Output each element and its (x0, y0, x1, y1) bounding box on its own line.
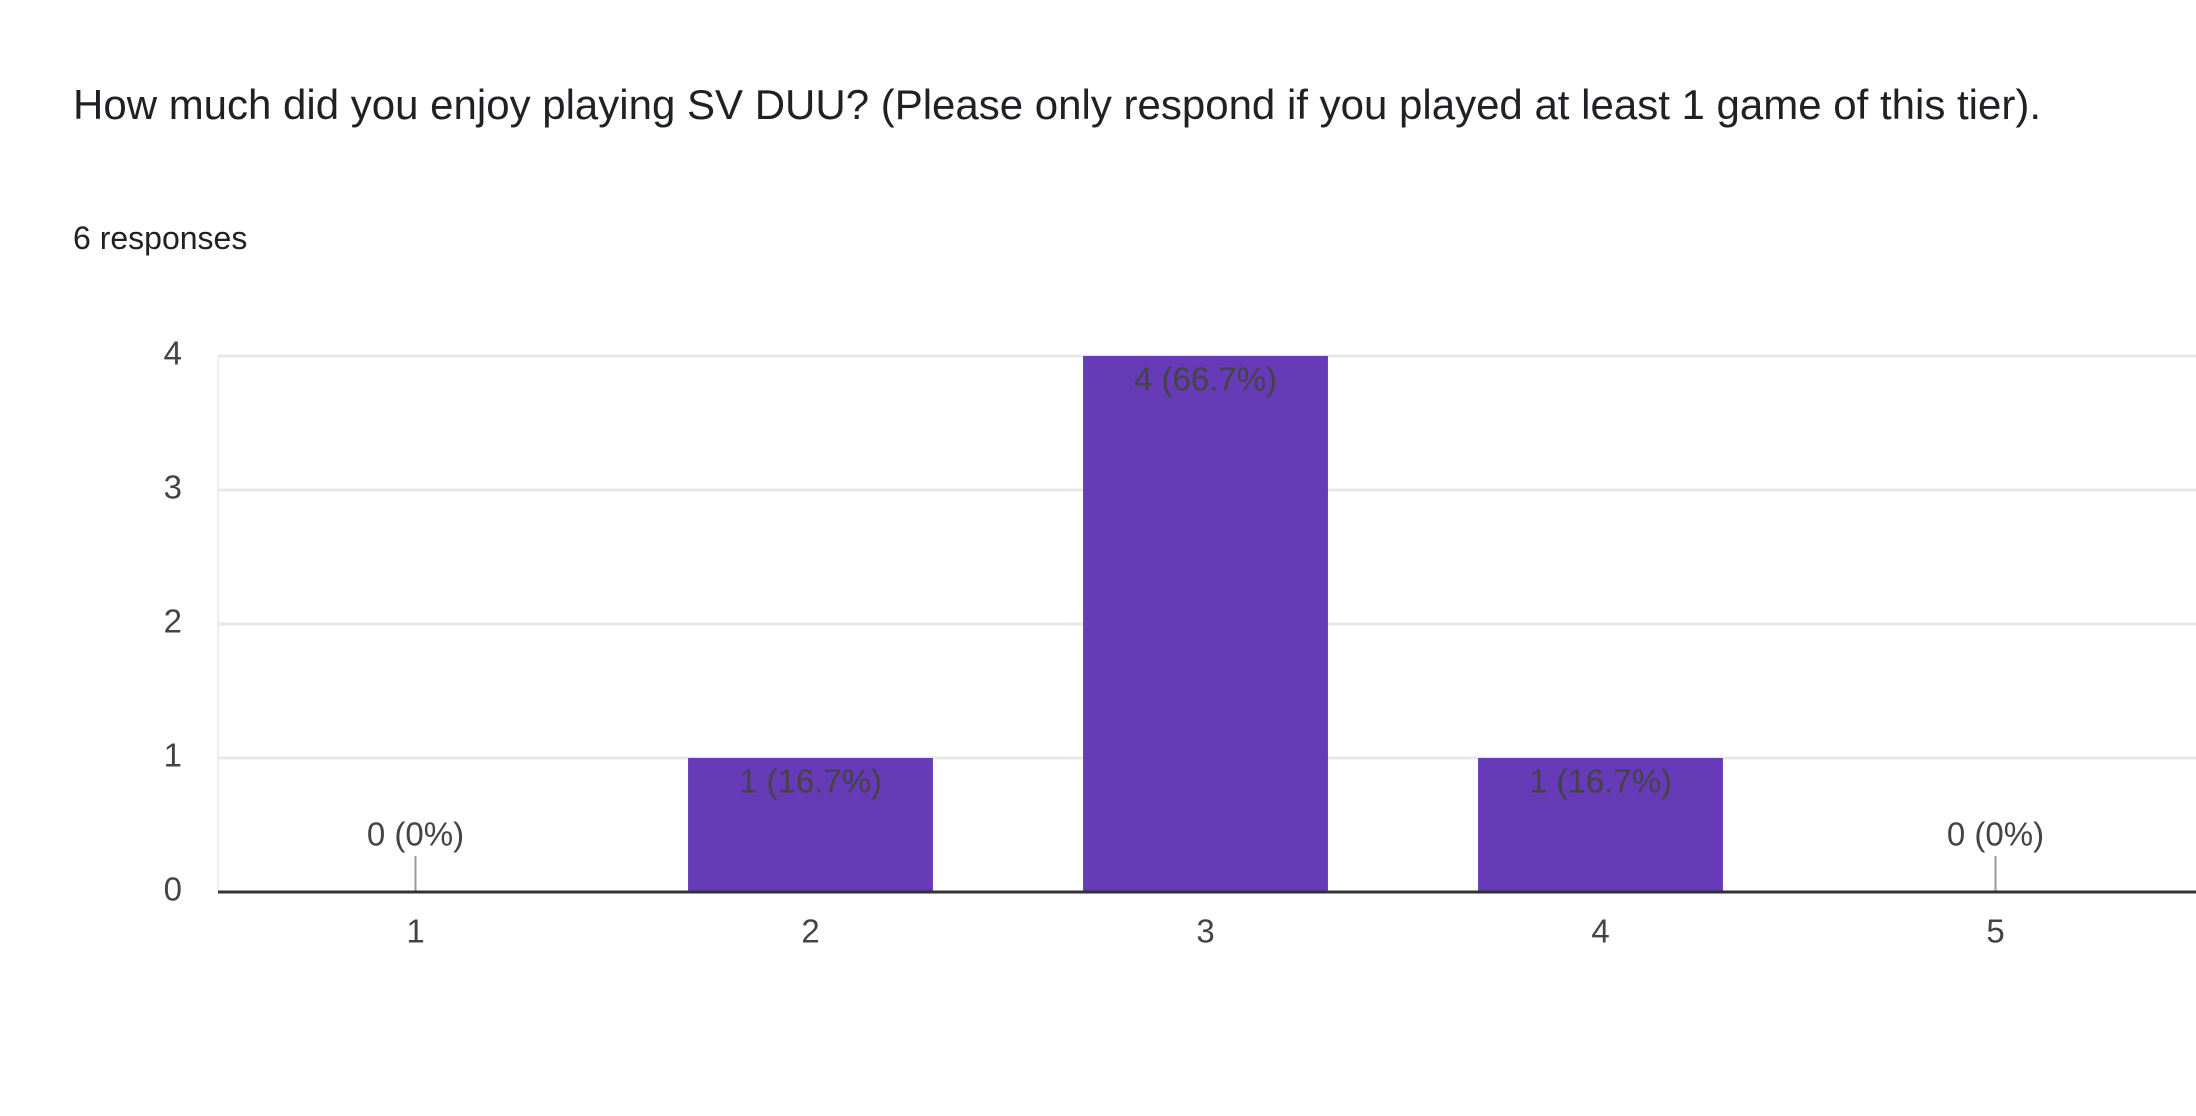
x-tick-label: 4 (1591, 913, 1609, 950)
bar (688, 758, 933, 892)
value-label: 1 (16.7%) (739, 763, 882, 800)
chart-subtitle: 6 responses (73, 220, 248, 256)
bar (1083, 356, 1328, 892)
x-tick-label: 5 (1986, 913, 2004, 950)
y-tick-label: 0 (164, 871, 182, 908)
value-label: 1 (16.7%) (1529, 763, 1672, 800)
x-tick-label: 3 (1196, 913, 1214, 950)
value-label: 4 (66.7%) (1134, 361, 1277, 398)
chart-title: How much did you enjoy playing SV DUU? (… (73, 81, 2042, 128)
x-tick-label: 1 (406, 913, 424, 950)
y-tick-label: 2 (164, 603, 182, 640)
y-tick-label: 3 (164, 469, 182, 506)
y-tick-label: 1 (164, 737, 182, 774)
value-label: 0 (0%) (367, 816, 464, 853)
value-label: 0 (0%) (1947, 816, 2044, 853)
bar (1478, 758, 1723, 892)
y-tick-label: 4 (164, 335, 182, 372)
x-tick-label: 2 (801, 913, 819, 950)
